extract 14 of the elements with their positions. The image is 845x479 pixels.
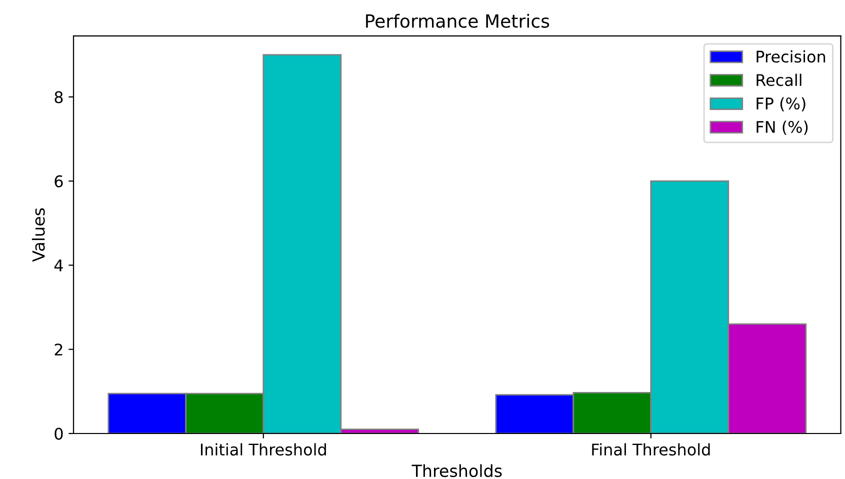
x-tick-label: Final Threshold	[592, 443, 710, 456]
x-tick-label: Initial Threshold	[200, 443, 326, 456]
y-tick-label: 0	[54, 428, 63, 440]
y-tick-label: 4	[54, 260, 63, 272]
legend-label: FN (%)	[756, 120, 808, 135]
legend-label: FP (%)	[756, 97, 806, 112]
chart-title: Performance Metrics	[366, 14, 550, 28]
y-tick-label: 6	[54, 175, 63, 188]
y-tick-label: 2	[54, 344, 62, 356]
legend-label: Recall	[756, 74, 802, 86]
x-axis-title: Thresholds	[412, 464, 502, 478]
legend-label: Precision	[756, 50, 826, 63]
y-axis-title: Values	[32, 208, 45, 262]
y-tick-label: 8	[54, 91, 63, 104]
